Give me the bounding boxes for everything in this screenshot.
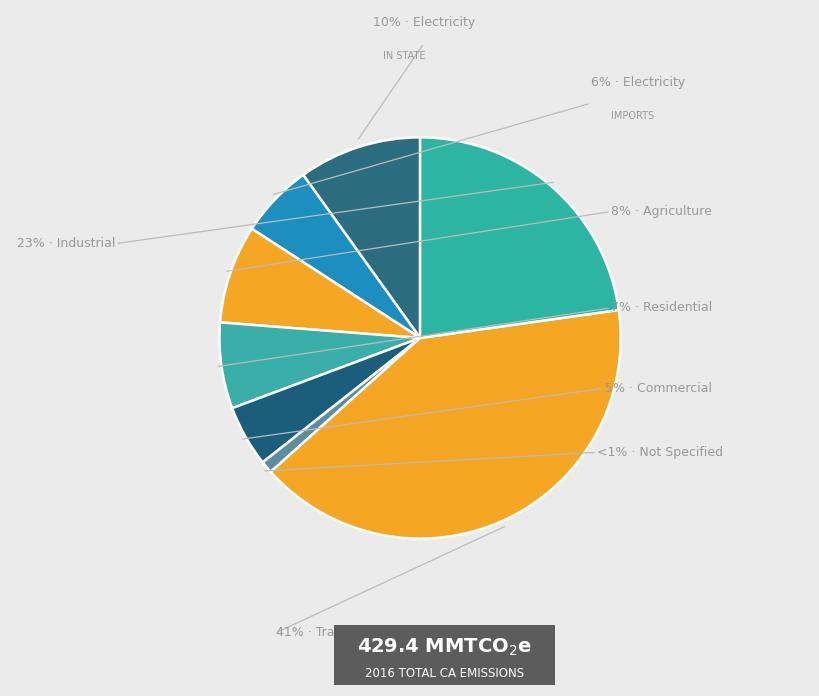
Text: 6% · Electricity: 6% · Electricity: [590, 76, 684, 89]
Wedge shape: [419, 137, 618, 338]
Text: 8% · Agriculture: 8% · Agriculture: [610, 205, 711, 218]
Text: 23% · Industrial: 23% · Industrial: [16, 237, 115, 250]
Wedge shape: [219, 229, 419, 338]
Text: 10% · Electricity: 10% · Electricity: [373, 16, 475, 29]
Wedge shape: [219, 322, 419, 409]
Text: 5% · Commercial: 5% · Commercial: [604, 381, 711, 395]
Wedge shape: [270, 310, 620, 539]
Wedge shape: [303, 137, 419, 338]
FancyBboxPatch shape: [333, 625, 554, 685]
Text: 7% · Residential: 7% · Residential: [610, 301, 711, 315]
Text: IN STATE: IN STATE: [382, 51, 425, 61]
Wedge shape: [232, 338, 419, 462]
Wedge shape: [262, 338, 419, 472]
Text: IMPORTS: IMPORTS: [610, 111, 653, 121]
Text: 429.4 MMTCO$_2$e: 429.4 MMTCO$_2$e: [356, 636, 531, 658]
Text: <1% · Not Specified: <1% · Not Specified: [596, 446, 722, 459]
Wedge shape: [251, 175, 419, 338]
Text: 2016 TOTAL CA EMISSIONS: 2016 TOTAL CA EMISSIONS: [364, 667, 523, 679]
Text: 41% · Transportation: 41% · Transportation: [275, 626, 405, 640]
